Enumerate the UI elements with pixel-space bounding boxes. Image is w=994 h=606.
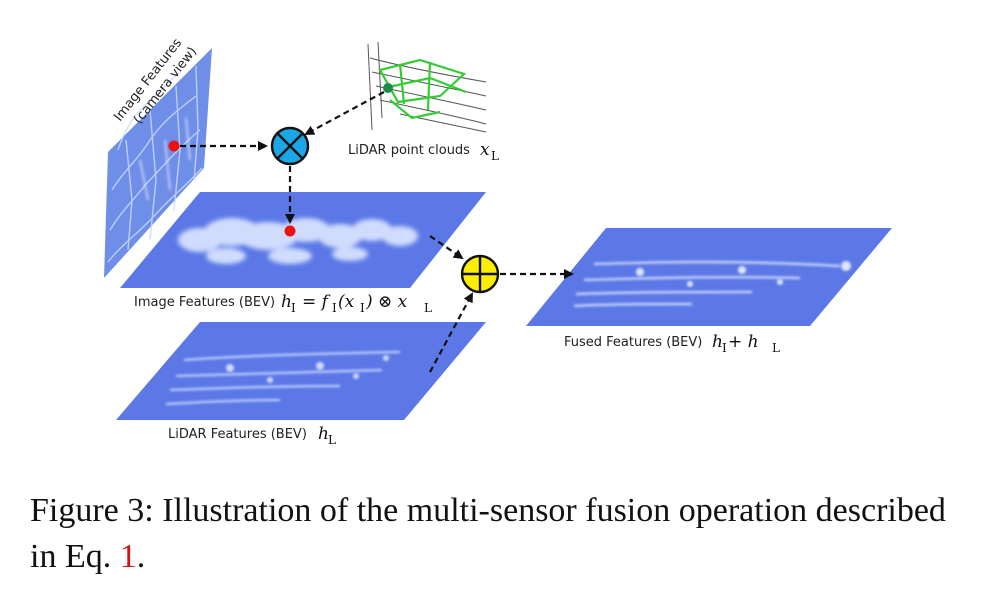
fused-bev-label: Fused Features (BEV) h I + h L	[564, 332, 780, 355]
svg-text:I: I	[291, 301, 296, 315]
image-bev-plane	[120, 192, 486, 288]
lidar-query-point	[383, 83, 393, 93]
multiply-node	[270, 126, 310, 166]
camera-view-feature-plane	[104, 48, 212, 278]
svg-text:I: I	[332, 301, 337, 315]
svg-text:I: I	[360, 301, 365, 315]
svg-text:x: x	[480, 140, 490, 160]
fused-bev-plane	[526, 228, 892, 326]
add-node	[460, 254, 500, 294]
svg-text:= f: = f	[302, 292, 331, 312]
figure-caption: Figure 3: Illustration of the multi-sens…	[30, 488, 980, 580]
lidar-point-clouds-label: LiDAR point clouds x L	[348, 140, 499, 163]
equation-reference-link[interactable]: 1	[119, 538, 137, 575]
svg-text:(x: (x	[338, 292, 355, 312]
svg-text:Fused Features (BEV): Fused Features (BEV)	[564, 335, 702, 350]
arrow-lidar-to-multiply	[304, 91, 385, 135]
svg-text:L: L	[491, 149, 499, 163]
svg-text:h: h	[318, 424, 329, 444]
svg-text:+ h: + h	[728, 332, 759, 352]
svg-text:) ⊗ x: ) ⊗ x	[365, 292, 408, 312]
arrow-lidarbev-to-add	[429, 292, 473, 373]
svg-text:LiDAR Features (BEV): LiDAR Features (BEV)	[168, 427, 307, 442]
svg-text:L: L	[328, 433, 336, 447]
image-bev-label: Image Features (BEV) h I = f I (x I ) ⊗ …	[134, 292, 432, 315]
fusion-diagram: Image Features (camera view) LiDAR point…	[104, 36, 892, 447]
arrow-imagebev-to-add	[429, 235, 464, 260]
svg-text:L: L	[772, 341, 780, 355]
lidar-bev-label: LiDAR Features (BEV) h L	[168, 424, 336, 447]
caption-period: .	[136, 538, 146, 575]
lidar-bev-plane	[116, 322, 486, 420]
svg-text:h: h	[712, 332, 723, 352]
camera-point-red	[168, 140, 180, 152]
flow-arrows	[180, 91, 574, 373]
svg-text:L: L	[424, 301, 432, 315]
svg-text:Image Features (BEV): Image Features (BEV)	[134, 295, 275, 310]
projected-point-red	[284, 225, 296, 237]
lidar-point-cloud-image	[366, 36, 488, 136]
caption-text: Figure 3: Illustration of the multi-sens…	[30, 492, 946, 575]
svg-text:LiDAR point clouds: LiDAR point clouds	[348, 143, 470, 158]
svg-text:I: I	[722, 341, 727, 355]
svg-text:h: h	[281, 292, 292, 312]
